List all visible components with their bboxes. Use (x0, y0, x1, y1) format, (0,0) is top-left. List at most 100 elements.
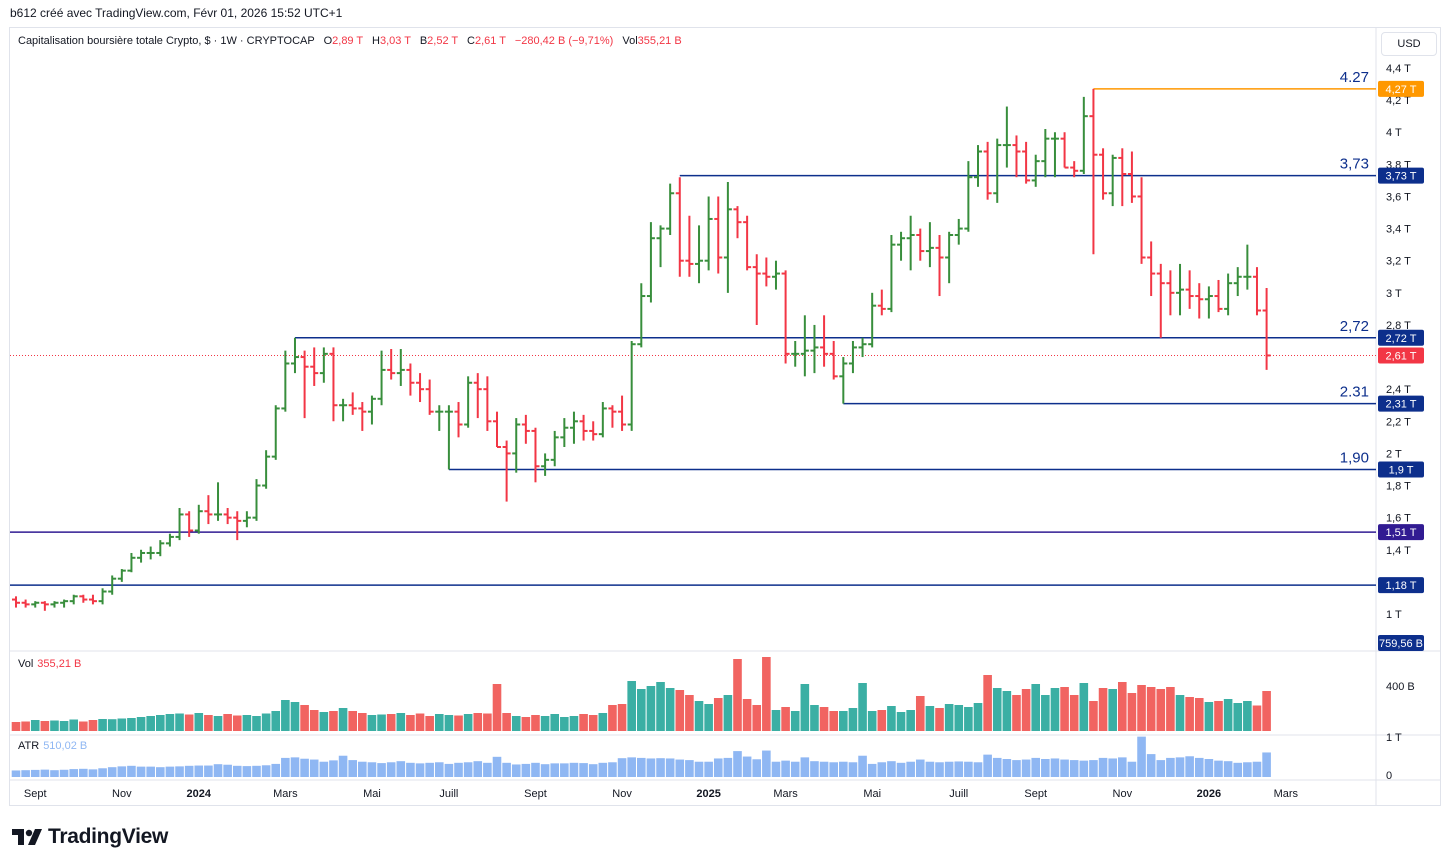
atr-legend[interactable]: ATR 510,02 B (18, 740, 88, 752)
volume-bar (665, 688, 675, 731)
atr-bar (146, 766, 155, 777)
change-value: −280,42 B (−9,71%) (514, 35, 614, 47)
ohlc-bar (473, 373, 482, 419)
atr-bar (1223, 761, 1233, 777)
ohlc-bar (512, 418, 521, 473)
atr-bar (165, 766, 175, 777)
atr-bar (627, 757, 636, 777)
ohlc-bar (493, 411, 501, 448)
extra-axis-label: 759,56 B (1379, 638, 1423, 650)
ohlc-bar (1214, 279, 1223, 313)
atr-bar (1252, 761, 1262, 777)
atr-bar (338, 755, 348, 777)
ohlc-bar (964, 161, 973, 232)
volume-bar (964, 707, 973, 731)
ohlc-bar (435, 405, 444, 431)
level-label: 2,72 (1340, 318, 1369, 335)
atr-bar (386, 762, 396, 777)
ohlc-bar (906, 215, 915, 271)
tradingview-logo[interactable]: TradingView (12, 825, 168, 849)
volume-bar (588, 715, 598, 731)
ohlc-bar (752, 254, 761, 325)
ohlc-bar (425, 379, 434, 415)
currency-button[interactable]: USD (1381, 32, 1437, 56)
ohlc-bar (165, 533, 174, 547)
ohlc-bar (1022, 141, 1031, 184)
atr-bar (877, 762, 887, 777)
volume-bar (79, 721, 88, 731)
volume-bar (309, 710, 319, 731)
volume-bar (935, 708, 944, 731)
atr-bar (492, 756, 502, 777)
atr-bar (348, 760, 357, 777)
atr-bar (1166, 757, 1175, 777)
atr-bar (829, 762, 838, 777)
ohlc-bar (800, 315, 809, 377)
atr-bar (107, 767, 117, 777)
volume-bar (88, 720, 98, 731)
ohlc-bar (271, 405, 280, 460)
atr-bar (521, 763, 531, 777)
atr-tick-label: 1 T (1386, 732, 1402, 744)
ohlc-bar (695, 225, 704, 284)
volume-bar (1021, 689, 1031, 731)
volume-bar (1146, 687, 1156, 731)
y-tick-label: 3 T (1386, 288, 1402, 300)
atr-bar (425, 762, 434, 777)
ohlc-bar (820, 315, 829, 367)
volume-bar (434, 714, 444, 731)
level-axis-label-bg (1378, 167, 1424, 184)
volume-bar (973, 703, 983, 731)
x-tick-label: 2024 (187, 788, 212, 800)
atr-bar (175, 766, 184, 777)
volume-bar (281, 700, 290, 731)
ohlc-bar (60, 599, 69, 608)
volume-bar (21, 721, 30, 731)
x-tick-label: Mai (863, 788, 881, 800)
volume-bar (906, 710, 915, 731)
volume-bar (1204, 702, 1214, 731)
ohlc-bar (502, 440, 511, 502)
volume-bar (877, 710, 887, 731)
ohlc-bar (531, 427, 540, 483)
ohlc-bar (1099, 148, 1108, 200)
atr-bar (1050, 758, 1060, 777)
atr-bar (1012, 760, 1021, 777)
ohlc-bar (685, 215, 694, 277)
level-label: 1,90 (1340, 449, 1369, 466)
ohlc-bar (646, 222, 655, 303)
ohlc-bar (290, 337, 299, 374)
volume-bar (348, 711, 357, 731)
volume-bar (1185, 697, 1194, 731)
ohlc-bar (194, 504, 203, 534)
x-tick-label: 2026 (1197, 788, 1221, 800)
ohlc-bar (1195, 283, 1204, 319)
volume-bar (521, 717, 531, 731)
atr-bar (319, 761, 329, 777)
ohlc-bar (127, 552, 136, 573)
volume-bar (531, 715, 540, 731)
volume-bar (319, 712, 329, 731)
volume-bar (511, 716, 521, 731)
atr-bar (1243, 762, 1252, 777)
ohlc-bar (1050, 132, 1059, 178)
atr-bar (358, 761, 367, 777)
atr-bar (560, 763, 569, 777)
volume-bar (454, 715, 463, 731)
ohlc-bar (723, 182, 732, 293)
volume-bar (367, 715, 377, 731)
close-value: 2,61 T (474, 35, 506, 47)
atr-bar (1021, 759, 1031, 777)
ohlc-bar (954, 218, 963, 245)
atr-bar (261, 765, 271, 777)
ohlc-bar (1252, 267, 1261, 316)
volume-legend[interactable]: Vol 355,21 B (18, 658, 82, 670)
ohlc-bar (396, 349, 405, 386)
ohlc-bar (242, 511, 251, 528)
volume-bar (819, 707, 829, 731)
atr-bar (40, 769, 50, 777)
volume-bar (358, 713, 367, 731)
symbol-title[interactable]: Capitalisation boursière totale Crypto, … (18, 35, 315, 47)
atr-bar (598, 762, 608, 777)
